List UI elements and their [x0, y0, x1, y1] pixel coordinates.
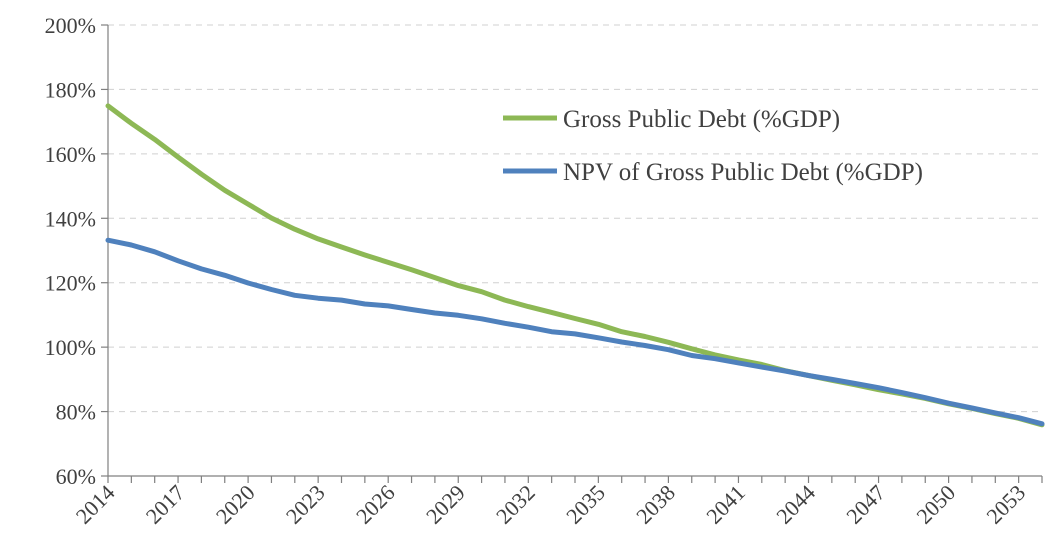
x-tick-label: 2053 [981, 480, 1030, 529]
x-tick-label: 2035 [561, 480, 610, 529]
legend-label: Gross Public Debt (%GDP) [563, 106, 840, 133]
x-tick-label: 2026 [351, 480, 400, 529]
y-tick-label: 60% [56, 464, 96, 489]
x-tick-label: 2023 [281, 480, 330, 529]
x-tick-label: 2032 [491, 480, 540, 529]
x-tick-label: 2038 [631, 480, 680, 529]
y-tick-label: 100% [45, 335, 96, 360]
series-lines [105, 103, 1045, 428]
x-tick-label: 2029 [421, 480, 470, 529]
x-tick-label: 2044 [771, 480, 820, 529]
y-tick-label: 200% [45, 13, 96, 38]
y-tick-label: 80% [56, 400, 96, 425]
gridlines [108, 24, 1042, 413]
series-line-npv-gross-public-debt [105, 237, 1045, 427]
y-tick-label: 180% [45, 77, 96, 102]
x-tick-label: 2050 [911, 480, 960, 529]
legend: Gross Public Debt (%GDP) NPV of Gross Pub… [503, 106, 923, 186]
x-tick-label: 2017 [141, 480, 190, 529]
y-tick-label: 140% [45, 206, 96, 231]
x-tick-label: 2047 [841, 480, 890, 529]
y-tick-label: 120% [45, 271, 96, 296]
y-tick-label: 160% [45, 142, 96, 167]
legend-label: NPV of Gross Public Debt (%GDP) [563, 159, 923, 186]
x-tick-label: 2020 [211, 480, 260, 529]
axes: 60%80%100%120%140%160%180%200%2014 2017 20… [45, 13, 1043, 529]
x-tick-label: 2041 [701, 480, 750, 529]
